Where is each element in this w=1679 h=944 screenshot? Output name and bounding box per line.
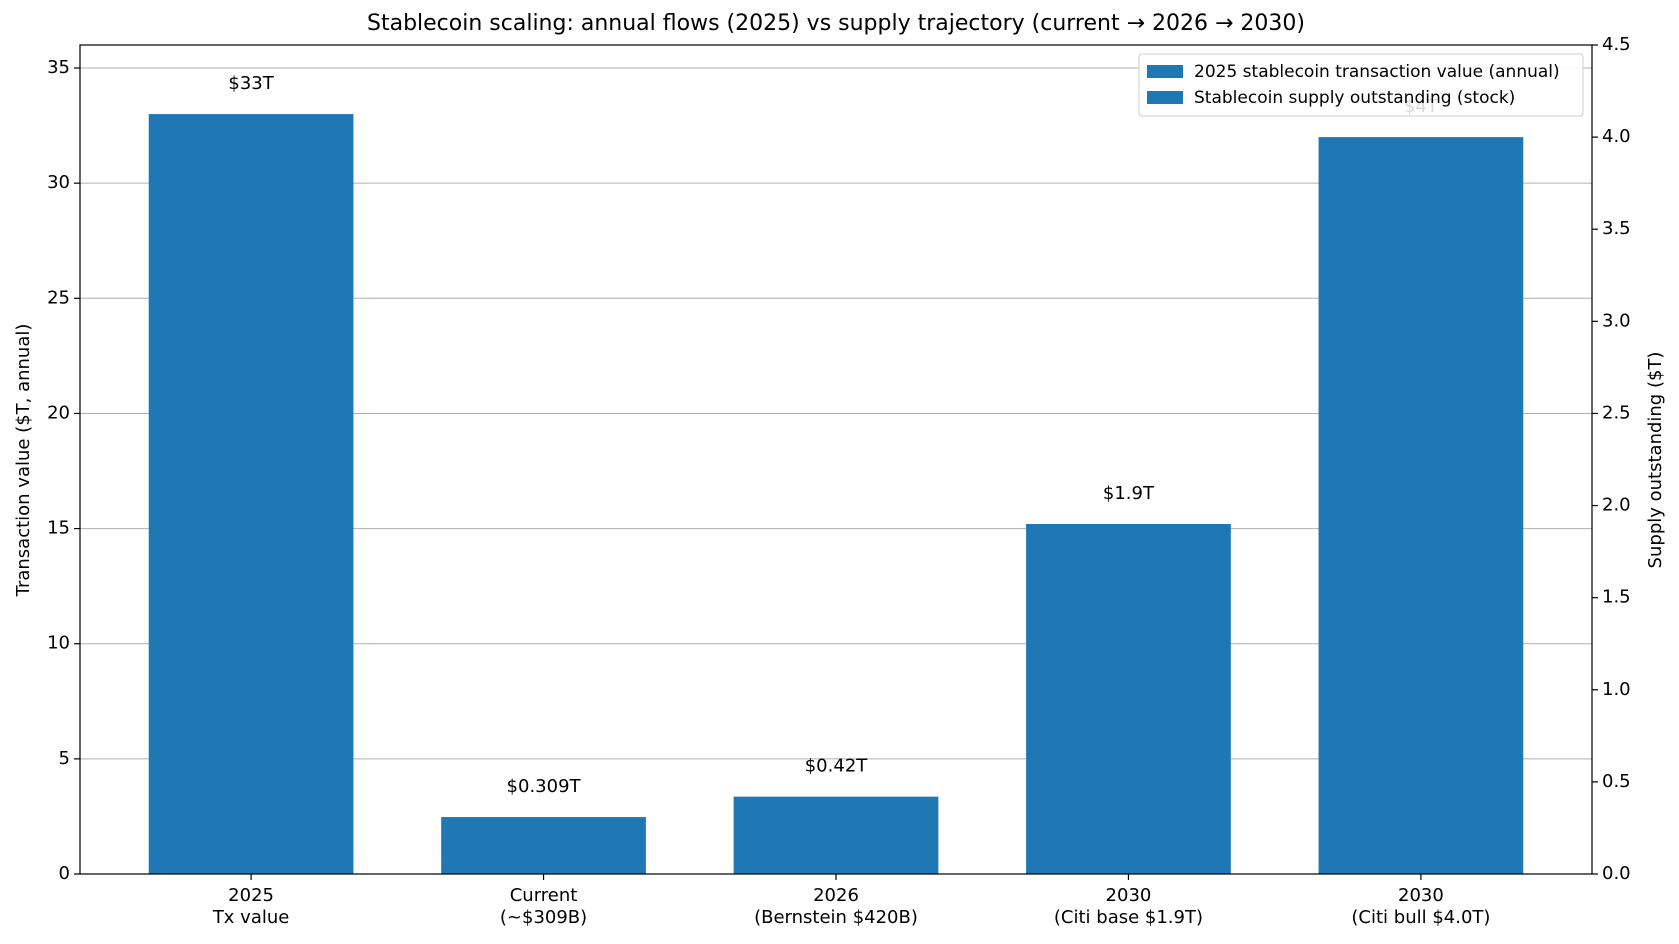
legend-box [1138, 53, 1584, 117]
legend-swatch [1147, 91, 1183, 104]
bar [1026, 523, 1231, 874]
y2-tick-label: 0.5 [1602, 771, 1631, 792]
y-tick-label: 30 [47, 172, 70, 193]
y2-tick-label: 3.5 [1602, 218, 1631, 239]
y2-tick-label: 1.0 [1602, 679, 1631, 700]
value-label: $33T [228, 73, 274, 94]
bar [441, 817, 646, 874]
y2-axis-label: Supply outstanding ($T) [1645, 352, 1666, 569]
x-tick-label: 2025 Tx value [212, 885, 290, 928]
value-label: $0.309T [507, 776, 582, 797]
y-tick-label: 5 [59, 748, 70, 769]
y-tick-label: 0 [59, 863, 70, 884]
y2-tick-label: 4.0 [1602, 126, 1631, 147]
value-label: $0.42T [805, 756, 869, 777]
y2-tick-label: 4.5 [1602, 34, 1631, 55]
legend-label: Stablecoin supply outstanding (stock) [1194, 88, 1515, 108]
y-axis-label: Transaction value ($T, annual) [13, 324, 34, 598]
chart-title: Stablecoin scaling: annual flows (2025) … [367, 11, 1305, 36]
legend-swatch [1147, 65, 1183, 78]
y2-tick-label: 0.0 [1602, 863, 1631, 884]
y-tick-label: 20 [47, 402, 70, 423]
x-tick-label: Current (~$309B) [500, 885, 587, 928]
x-tick-label: 2026 (Bernstein $420B) [754, 885, 918, 928]
value-label: $1.9T [1103, 483, 1155, 504]
plot-frame [79, 44, 1593, 875]
legend-label: 2025 stablecoin transaction value (annua… [1194, 62, 1560, 82]
x-tick-label: 2030 (Citi base $1.9T) [1054, 885, 1203, 928]
y2-tick-label: 1.5 [1602, 587, 1631, 608]
y-tick-label: 10 [47, 633, 70, 654]
y-tick-label: 25 [47, 287, 70, 308]
bar [1318, 137, 1524, 875]
x-tick-label: 2030 (Citi bull $4.0T) [1351, 885, 1490, 928]
y2-tick-label: 2.5 [1602, 402, 1631, 423]
y2-tick-label: 2.0 [1602, 495, 1631, 516]
y-tick-label: 35 [47, 57, 70, 78]
y2-tick-label: 3.0 [1602, 310, 1631, 331]
y-tick-label: 15 [47, 518, 70, 539]
bar [733, 796, 939, 874]
bar [148, 114, 354, 875]
